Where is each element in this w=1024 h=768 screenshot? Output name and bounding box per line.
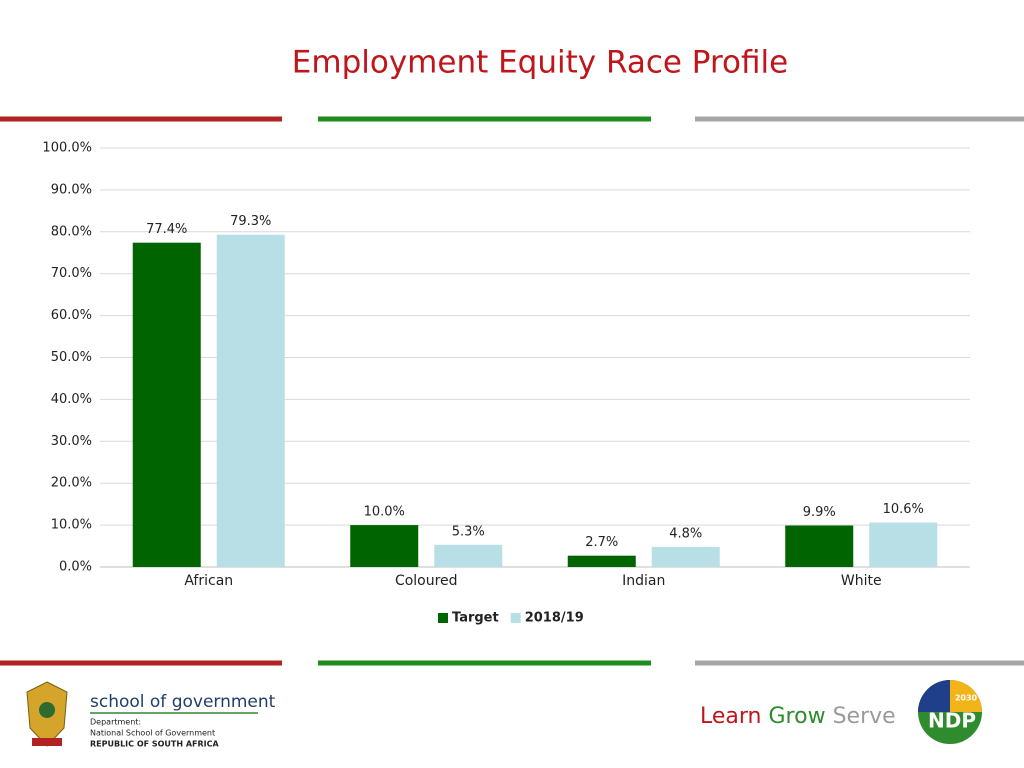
chart-title: Employment Equity Race Profile [292, 45, 788, 81]
bar [132, 242, 201, 567]
legend-label: 2018/19 [525, 611, 584, 626]
y-tick-label: 90.0% [51, 182, 92, 197]
tagline: Learn Grow Serve [700, 704, 896, 729]
tagline-word: Serve [833, 704, 896, 729]
y-tick-label: 10.0% [51, 518, 92, 533]
tagline-word: Learn [700, 704, 762, 729]
logo-text: NDP [928, 709, 976, 733]
plot: 0.0% 10.0% 20.0% 30.0% 40.0% 50.0% 60.0% 70.0% 8… [42, 141, 970, 626]
y-tick-label: 60.0% [51, 308, 92, 323]
value-label: 9.9% [803, 505, 836, 520]
legend-label: Target [452, 611, 499, 626]
value-label: 4.8% [669, 526, 702, 541]
x-tick-label: Indian [622, 573, 665, 589]
bar [434, 544, 503, 567]
x-tick-label: Coloured [395, 573, 458, 589]
y-tick-label: 40.0% [51, 392, 92, 407]
value-label: 5.3% [452, 524, 485, 539]
bar [216, 234, 285, 567]
department: Department: [90, 718, 141, 727]
bar [651, 546, 720, 567]
x-tick-label: African [184, 573, 233, 589]
y-tick-label: 100.0% [42, 141, 92, 156]
value-label: 79.3% [230, 214, 271, 229]
legend-swatch [510, 613, 521, 623]
x-tick-label: White [841, 573, 882, 589]
logo-year: 2030 [955, 694, 978, 703]
school: National School of Government [90, 729, 215, 738]
y-tick-label: 50.0% [51, 350, 92, 365]
y-tick-label: 20.0% [51, 476, 92, 491]
value-label: 10.0% [364, 505, 405, 520]
value-label: 2.7% [585, 535, 618, 550]
bar [567, 555, 636, 567]
y-tick-label: 0.0% [59, 560, 92, 575]
value-label: 77.4% [146, 222, 187, 237]
brand: school of government [90, 692, 276, 712]
tagline-word: Grow [769, 704, 826, 729]
y-tick-label: 80.0% [51, 224, 92, 239]
coat-of-arms [26, 681, 68, 747]
y-tick-label: 70.0% [51, 266, 92, 281]
bar [350, 525, 419, 567]
bar [869, 522, 938, 567]
separator [0, 116, 1024, 666]
value-label: 10.6% [883, 502, 924, 517]
legend-swatch [438, 613, 448, 623]
ndp-logo: NDP 2030 [918, 680, 982, 744]
y-tick-label: 30.0% [51, 434, 92, 449]
bar [785, 525, 854, 567]
country: REPUBLIC OF SOUTH AFRICA [90, 740, 220, 749]
